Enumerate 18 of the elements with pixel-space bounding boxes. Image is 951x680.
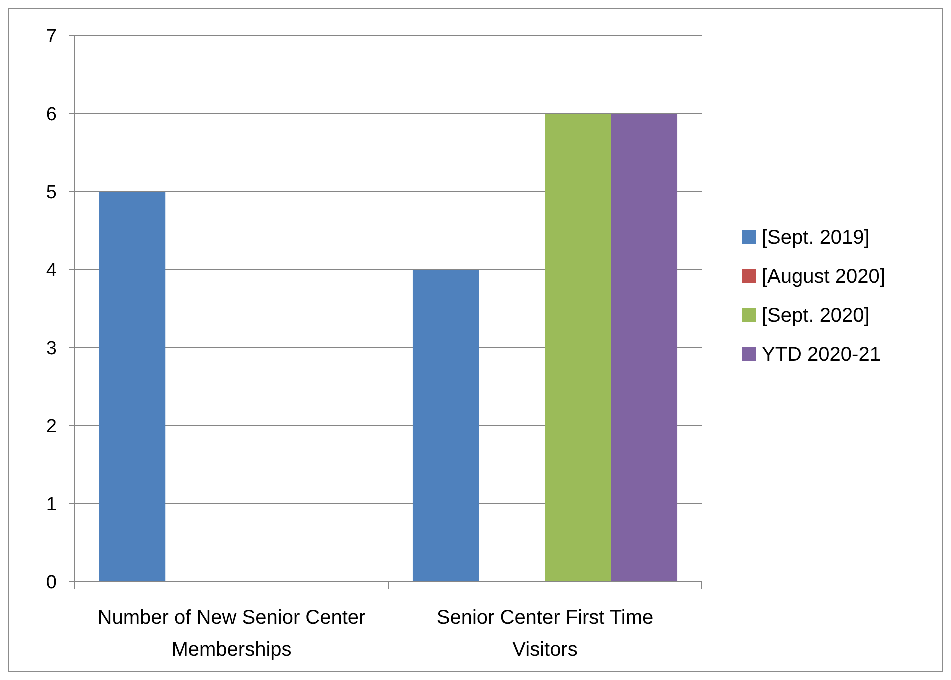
y-tick-label: 5 <box>46 182 57 204</box>
legend-label: [Sept. 2020] <box>762 305 870 327</box>
x-tick-label: Senior Center First Time Visitors <box>436 607 654 661</box>
y-tick-label: 2 <box>46 416 57 438</box>
legend-label: YTD 2020-21 <box>762 344 881 366</box>
x-tick-label: Number of New Senior Center Memberships <box>98 607 366 661</box>
y-tick-label: 1 <box>46 494 57 516</box>
legend-label: [Sept. 2019] <box>762 227 870 249</box>
bar <box>611 114 678 582</box>
y-tick-label: 7 <box>46 26 57 48</box>
legend-label: [August 2020] <box>762 266 886 288</box>
bar <box>99 192 166 582</box>
y-tick-label: 3 <box>46 338 57 360</box>
y-tick-label: 6 <box>46 104 57 126</box>
y-tick-label: 0 <box>46 572 57 594</box>
bar <box>545 114 612 582</box>
y-tick-label: 4 <box>46 260 58 282</box>
bar <box>412 270 480 582</box>
